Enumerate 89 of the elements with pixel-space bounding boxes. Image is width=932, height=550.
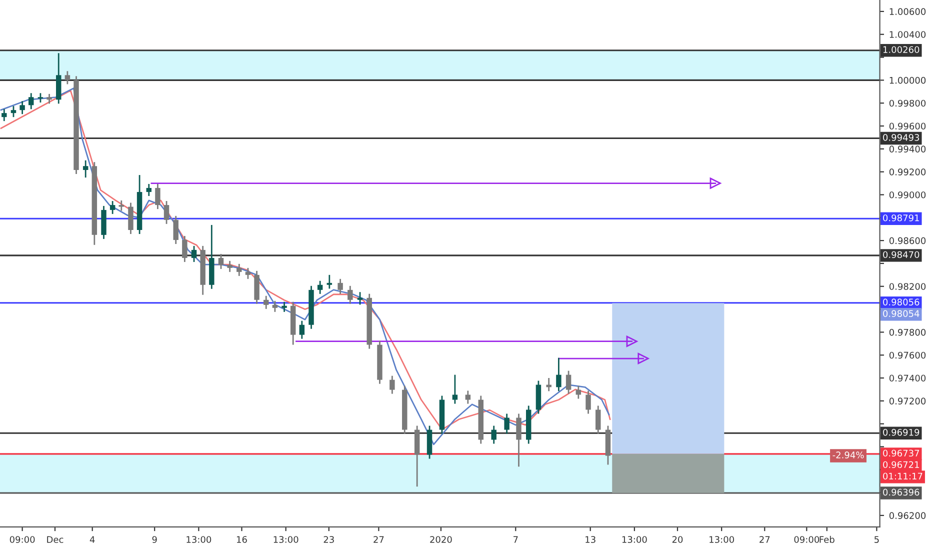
y-tick-label: 0.97400 <box>889 374 926 382</box>
y-tick-label: 1.00400 <box>890 31 926 38</box>
ref-line-label: 0.98056 <box>883 298 920 306</box>
candlestick <box>64 70 70 85</box>
x-tick-label: 13:00 <box>622 536 647 543</box>
x-tick-label: 23 <box>324 536 334 543</box>
y-tick-label: 0.97200 <box>889 398 926 404</box>
candlestick <box>348 285 353 305</box>
x-tick-label: 9 <box>152 536 157 543</box>
x-tick-label: Feb <box>820 536 834 543</box>
candlestick <box>191 245 197 263</box>
y-tick-label: 0.96200 <box>889 512 926 520</box>
candlestick <box>338 278 343 295</box>
y-tick-label: 0.99200 <box>889 168 926 176</box>
point <box>638 352 649 364</box>
candlestick <box>596 405 601 434</box>
candlestick <box>586 390 591 414</box>
x-tick-label: 13:00 <box>186 536 212 543</box>
candlestick <box>118 200 124 212</box>
candlestick <box>218 253 224 270</box>
candlestick <box>82 160 88 178</box>
candlestick <box>390 375 395 394</box>
x-tick-label: 13:00 <box>274 536 298 543</box>
y-tick-label: 0.99000 <box>889 191 926 198</box>
candlestick <box>28 92 34 110</box>
candlestick <box>326 274 332 290</box>
candlestick <box>264 295 269 310</box>
ref-line-label: 0.98470 <box>883 251 920 258</box>
y-tick-label: 1.00000 <box>890 76 926 84</box>
x-tick-label: 27 <box>374 536 384 543</box>
candlestick <box>491 425 496 444</box>
ref-line-label: 0.98791 <box>883 214 919 222</box>
candlestick <box>299 320 305 340</box>
x-tick-label: Dec <box>47 536 64 543</box>
annotation: 0.98054 <box>883 310 920 317</box>
y-tick-label: 0.97800 <box>889 328 926 336</box>
x-tick-label: 09:00 <box>794 536 820 543</box>
candlestick <box>317 280 323 295</box>
candlestick <box>236 263 242 277</box>
candlestick <box>46 93 52 104</box>
x-tick-label: 13:00 <box>710 536 734 543</box>
x-tick-label: 27 <box>760 536 770 543</box>
annotation: -2.94% <box>832 452 864 458</box>
candlestick <box>38 92 44 104</box>
text: 01:11:17 <box>883 472 922 480</box>
x-tick-label: 7 <box>514 536 518 543</box>
point <box>710 178 721 189</box>
ref-line-label: 0.96919 <box>883 428 920 436</box>
candlestick <box>282 301 287 313</box>
y-tick-label: 0.99600 <box>889 122 926 130</box>
x-tick-label: 13 <box>586 536 596 543</box>
ref-line-label: 0.99493 <box>883 134 920 141</box>
ref-line-label: 0.96737 <box>883 450 920 457</box>
point <box>626 336 638 347</box>
y-tick-label: 0.99800 <box>889 100 926 107</box>
x-tick-label: 4 <box>90 536 95 543</box>
candlestick <box>128 202 134 235</box>
candlestick <box>452 374 458 404</box>
y-tick-label: 0.98600 <box>889 237 926 244</box>
candlestick <box>566 370 572 394</box>
y-tick-label: 1.00600 <box>890 8 926 16</box>
candlestick <box>465 390 471 404</box>
candlestick <box>20 100 25 115</box>
x-tick-label: 16 <box>236 536 247 543</box>
candlestick <box>516 413 522 468</box>
candlestick <box>164 200 170 225</box>
candlestick <box>357 291 363 306</box>
candlestick <box>504 413 510 434</box>
candlestick <box>2 108 7 122</box>
ref-line-label: 0.96396 <box>883 488 920 496</box>
candlestick <box>227 260 232 273</box>
candlestick <box>272 300 278 313</box>
candlestick <box>110 200 116 215</box>
candlestick <box>10 105 16 118</box>
candlestick <box>146 183 152 197</box>
y-tick-label: 0.97600 <box>889 352 926 359</box>
candlestick <box>245 267 251 280</box>
y-tick-label: 0.98200 <box>889 283 926 290</box>
x-tick-label: 09:00 <box>10 536 35 543</box>
candlestick <box>182 235 188 263</box>
x-tick-label: 20 <box>672 536 683 543</box>
x-tick-label: 2020 <box>430 536 452 543</box>
candlestick <box>556 357 562 392</box>
annotation: 0.96721 <box>883 461 919 468</box>
y-tick-label: 0.99400 <box>889 146 926 152</box>
candlestick <box>173 215 178 245</box>
x-tick-label: 5 <box>874 536 879 543</box>
candlestick <box>155 183 160 210</box>
ref-line-label: 1.00260 <box>883 46 920 54</box>
